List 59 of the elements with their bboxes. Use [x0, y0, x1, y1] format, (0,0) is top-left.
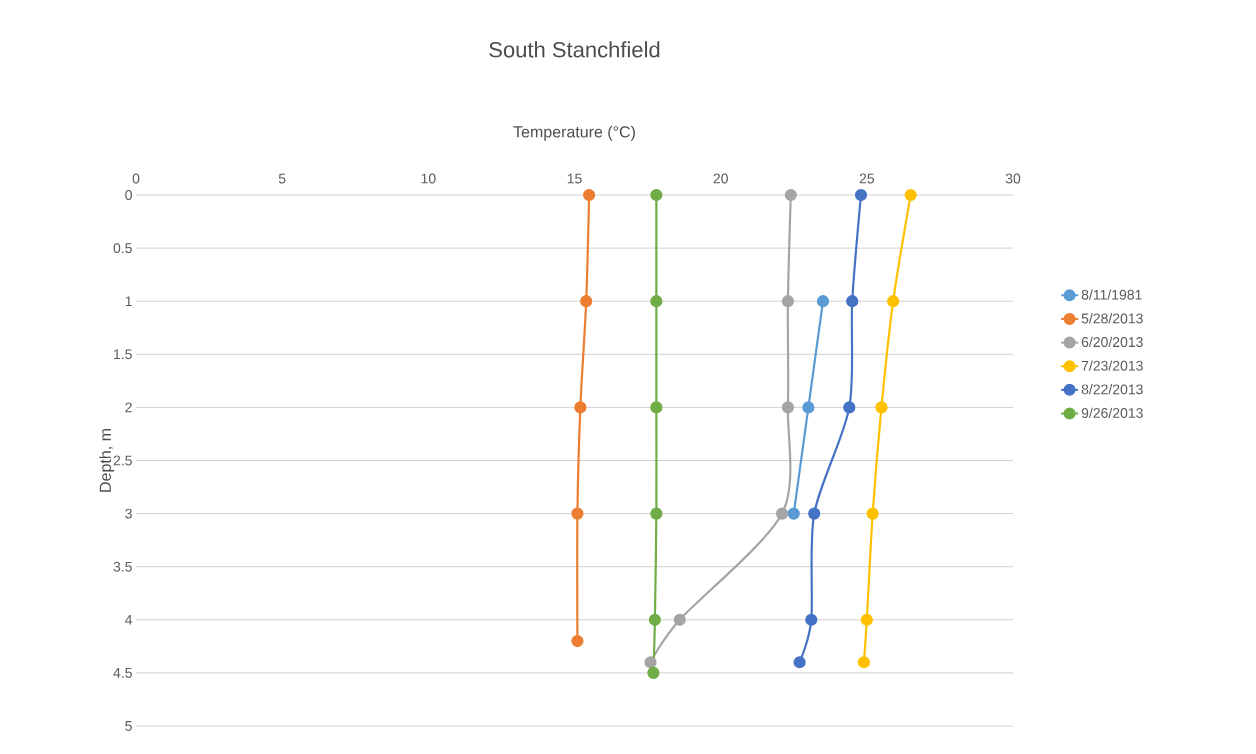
point — [875, 401, 888, 414]
x-tick-label: 20 — [713, 173, 728, 184]
x-tick-label: 5 — [278, 173, 286, 184]
y-tick-label: 4.5 — [113, 668, 132, 678]
point — [854, 188, 868, 202]
point — [787, 507, 800, 520]
point — [793, 656, 806, 669]
y-tick-label: 2 — [125, 402, 132, 413]
legend-label: 8/11/1981 — [1081, 289, 1142, 300]
point — [647, 666, 660, 679]
x-tick-label: 30 — [1005, 173, 1021, 184]
point — [781, 401, 795, 414]
chart-title: South Stanchfield — [489, 41, 660, 58]
y-tick-label: 2.5 — [113, 455, 132, 466]
point — [650, 295, 663, 308]
point — [887, 295, 900, 308]
point — [650, 401, 663, 414]
y-tick-label: 3.5 — [113, 561, 132, 572]
point — [860, 613, 873, 626]
legend-label: 7/23/2013 — [1081, 360, 1143, 371]
x-tick-label: 0 — [132, 173, 140, 184]
legend-label: 6/20/2013 — [1081, 336, 1143, 348]
point — [650, 188, 663, 202]
point — [580, 295, 593, 308]
y-tick-label: 1.5 — [114, 349, 132, 360]
point — [808, 507, 821, 520]
x-axis-title: Temperature (°C) — [513, 125, 635, 141]
point — [866, 507, 879, 520]
x-tick-label: 15 — [567, 173, 582, 184]
y-axis-title: Depth, m — [99, 429, 115, 492]
point — [644, 656, 657, 669]
point — [802, 401, 815, 414]
y-tick-label: 4 — [125, 614, 133, 625]
point — [574, 401, 587, 414]
point — [775, 507, 789, 520]
x-tick-label: 25 — [859, 173, 875, 184]
point — [781, 295, 795, 308]
legend-label: 8/22/2013 — [1081, 384, 1143, 395]
point — [843, 401, 856, 414]
point — [857, 656, 871, 669]
point — [816, 295, 830, 308]
point — [571, 634, 584, 648]
point — [650, 507, 663, 520]
y-tick-label: 1 — [125, 296, 132, 307]
y-tick-label: 3 — [125, 508, 132, 519]
y-tick-label: 0.5 — [113, 243, 132, 254]
point — [583, 188, 596, 202]
point — [648, 613, 661, 626]
y-tick-label: 0 — [125, 190, 132, 200]
point — [805, 613, 818, 626]
point — [784, 188, 797, 202]
legend-label: 5/28/2013 — [1081, 313, 1143, 324]
legend-label: 9/26/2013 — [1081, 407, 1143, 418]
x-tick-label: 10 — [421, 173, 436, 184]
point — [904, 188, 917, 202]
point — [846, 295, 859, 308]
y-tick-label: 5 — [125, 721, 132, 731]
point — [673, 613, 686, 626]
point — [571, 507, 584, 520]
